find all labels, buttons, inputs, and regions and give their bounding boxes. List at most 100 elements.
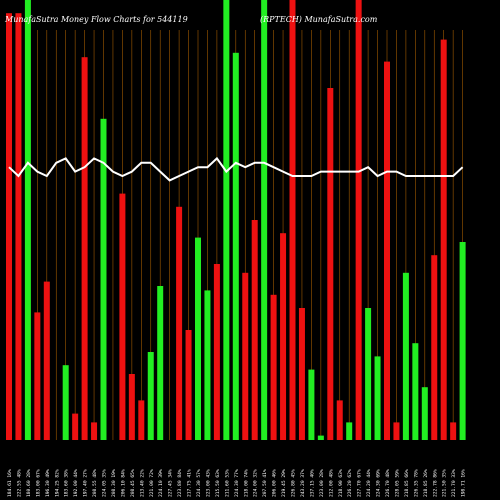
bar-down xyxy=(251,220,258,440)
x-tick-label: 218.85 26% xyxy=(423,469,429,497)
x-tick-label: 218.90 63% xyxy=(338,469,344,497)
x-tick-label: 221.50 35% xyxy=(442,469,448,497)
x-tick-label: 224.10 39% xyxy=(158,469,164,497)
x-tick-label: 226.20 62% xyxy=(347,469,353,497)
x-tick-label: 219.45 29% xyxy=(281,469,287,497)
x-tick-label: 192.00 44% xyxy=(73,469,79,497)
x-tick-label: 243.20 37% xyxy=(300,469,306,497)
bar-up xyxy=(147,352,154,440)
bar-down xyxy=(72,413,79,440)
bar-down xyxy=(34,312,41,440)
x-tick-label: 211.60 53% xyxy=(224,469,230,497)
x-tick-label: 222.55 48% xyxy=(16,469,22,497)
bar-down xyxy=(185,330,192,440)
chart-title: MunafaSutra Money Flow Charts for 544119 xyxy=(4,15,188,24)
bar-up xyxy=(100,118,107,441)
bar-down xyxy=(327,88,334,440)
bar-up xyxy=(204,290,211,440)
x-tick-label: 218.00 74% xyxy=(243,469,249,497)
bar-up xyxy=(365,308,372,440)
x-tick-label: 237.15 40% xyxy=(309,469,315,497)
x-tick-label: 183.60 38% xyxy=(64,469,70,497)
bar-down xyxy=(450,422,457,440)
x-tick-label: 183.00 67% xyxy=(35,469,41,497)
x-tick-label: 227.45 34% xyxy=(168,469,174,497)
x-tick-label: 224.20 44% xyxy=(366,469,372,497)
x-tick-label: 208.45 65% xyxy=(130,469,136,497)
bar-down xyxy=(213,264,220,440)
x-tick-label: 226.70 48% xyxy=(385,469,391,497)
bar-down xyxy=(15,13,22,440)
x-tick-label: 221.00 72% xyxy=(149,469,155,497)
bar-down xyxy=(119,193,126,440)
x-tick-label: 228.05 59% xyxy=(394,469,400,497)
x-tick-label: 224.30 77% xyxy=(234,469,240,497)
bar-down xyxy=(81,57,88,440)
x-tick-label: 184.61 16% xyxy=(7,469,13,497)
x-tick-label: 206.00 46% xyxy=(272,469,278,497)
bar-up xyxy=(346,422,353,440)
bar-down xyxy=(176,206,183,440)
x-tick-label: 222.78 86% xyxy=(432,469,438,497)
x-tick-label: 224.30 69% xyxy=(376,469,382,497)
x-tick-label: 224.30 57% xyxy=(196,469,202,497)
chart-subtitle: (RPTECH) MunafaSutra.com xyxy=(260,15,378,24)
bar-down xyxy=(289,0,296,440)
x-tick-label: 223.80 84% xyxy=(177,469,183,497)
bar-up xyxy=(317,435,324,440)
bar-down xyxy=(336,400,343,440)
bar-up xyxy=(62,365,69,440)
bar-up xyxy=(402,272,409,440)
x-tick-label: 198.71 16% xyxy=(461,469,467,497)
x-tick-label: 212.00 48% xyxy=(328,469,334,497)
bar-down xyxy=(440,39,447,440)
bar-down xyxy=(6,13,12,440)
x-tick-label: 223.00 43% xyxy=(205,469,211,497)
bar-down xyxy=(43,281,50,440)
bar-up xyxy=(374,356,381,440)
bar-up xyxy=(308,369,315,440)
x-tick-label: 208.55 48% xyxy=(92,469,98,497)
bar-down xyxy=(298,308,305,440)
bar-up xyxy=(24,0,31,440)
bar-up xyxy=(223,0,230,440)
money-flow-line xyxy=(8,156,464,182)
x-tick-label: 207.50 41% xyxy=(262,469,268,497)
bar-down xyxy=(384,61,390,440)
bar-down xyxy=(138,400,145,440)
bar-down xyxy=(393,422,400,440)
x-tick-label: 224.00 32% xyxy=(253,469,259,497)
bar-down xyxy=(431,255,438,440)
bar-up xyxy=(232,52,239,441)
x-tick-label: 218.85 66% xyxy=(404,469,410,497)
bar-up xyxy=(261,0,268,440)
x-tick-label: 206.10 84% xyxy=(120,469,126,497)
x-tick-label: 215.50 63% xyxy=(215,469,221,497)
bar-up xyxy=(459,242,466,440)
bar-up xyxy=(195,237,201,440)
x-tick-label: 226.35 78% xyxy=(413,469,419,497)
x-tick-labels: 184.61 16% 222.55 48% 180.60 28% 183.00 67%… xyxy=(7,469,467,497)
x-tick-label: 208.30 19% xyxy=(111,469,117,497)
bar-up xyxy=(421,387,428,440)
x-tick-label: 196.30 49% xyxy=(45,469,51,497)
x-tick-label: 197.40 27% xyxy=(83,469,89,497)
x-tick-label: 213.40 22% xyxy=(139,469,145,497)
bar-series xyxy=(6,0,466,441)
x-tick-label: 180.60 28% xyxy=(26,469,32,497)
bar-down xyxy=(242,272,249,440)
bar-up xyxy=(412,343,419,440)
bar-down xyxy=(280,233,287,440)
x-tick-label: 224.05 35% xyxy=(102,469,108,497)
x-tick-label: 217.75 41% xyxy=(187,469,193,497)
bar-down xyxy=(355,0,362,440)
x-tick-label: 194.25 82% xyxy=(54,469,60,497)
bar-down xyxy=(128,374,135,440)
bar-down xyxy=(91,422,98,440)
x-tick-label: 226.80 45% xyxy=(291,469,297,497)
x-tick-label: 227.70 67% xyxy=(357,469,363,497)
x-tick-label: 221.70 33% xyxy=(451,469,457,497)
x-tick-label: 223.00 28% xyxy=(319,469,325,497)
bar-down xyxy=(270,294,277,440)
